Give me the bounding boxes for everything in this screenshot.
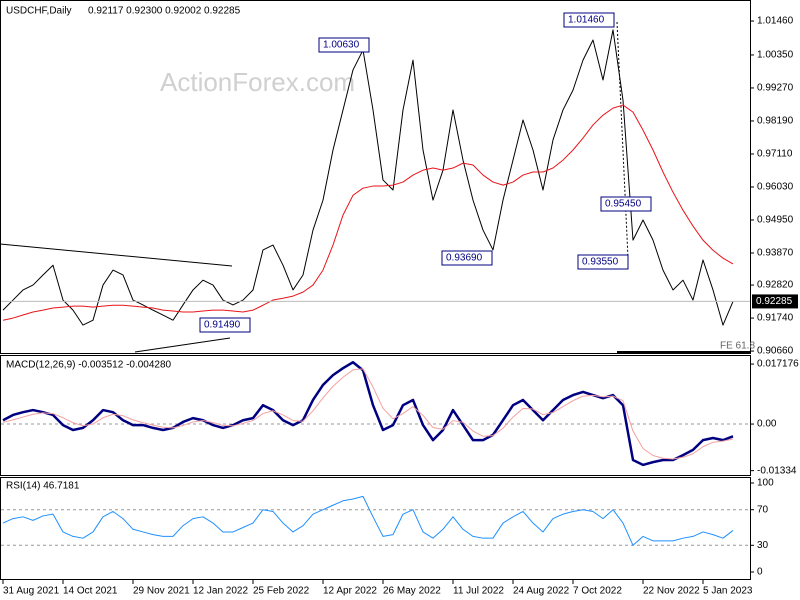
y-tick-label: 0.93870 — [757, 248, 794, 259]
x-tick-label: 29 Nov 2021 — [133, 586, 190, 597]
y-tick-label: 70 — [757, 504, 769, 515]
annotation: 1.00630 — [323, 40, 360, 51]
trend-line — [134, 337, 231, 353]
annotation: 0.91490 — [204, 320, 241, 331]
x-tick-label: 26 May 2022 — [383, 586, 441, 597]
annotation: 0.93550 — [582, 257, 619, 268]
last-price-label: 0.92285 — [756, 296, 793, 307]
annotation: 1.01460 — [568, 15, 605, 26]
x-tick-label: 12 Jan 2022 — [193, 586, 248, 597]
annotation-box — [318, 37, 370, 53]
rsi-panel — [0, 477, 751, 580]
annotation: 0.93690 — [446, 253, 483, 264]
macd-title: MACD(12,26,9) -0.003512 -0.004280 — [6, 360, 172, 371]
y-tick-label: 1.00350 — [757, 50, 794, 61]
series-line — [2, 360, 734, 467]
price-panel — [0, 0, 751, 354]
y-tick-label: 30 — [757, 540, 769, 551]
y-tick-label: 0.99270 — [757, 83, 794, 94]
rsi-title: RSI(14) 46.7181 — [6, 481, 80, 492]
chart-title: USDCHF,Daily — [6, 6, 72, 17]
x-tick-label: 12 Apr 2022 — [323, 586, 377, 597]
y-tick-label: 0.94950 — [757, 215, 794, 226]
series-line — [2, 368, 734, 460]
ohlc-text: 0.92117 0.92300 0.92002 0.92285 — [88, 6, 241, 17]
annotation-box — [577, 254, 629, 270]
y-tick-label: 0.00 — [757, 419, 777, 430]
y-tick-label: -0.01334 — [757, 465, 797, 476]
y-tick-label: 0.90660 — [757, 346, 794, 357]
y-tick-label: 0.98190 — [757, 116, 794, 127]
x-tick-label: 5 Jan 2023 — [703, 586, 753, 597]
y-tick-label: 0.92820 — [757, 280, 794, 291]
x-tick-label: 7 Oct 2022 — [573, 586, 622, 597]
macd-panel — [0, 355, 751, 476]
annotation-box — [199, 317, 251, 333]
x-tick-label: 31 Aug 2021 — [3, 586, 60, 597]
x-tick-label: 14 Oct 2021 — [63, 586, 118, 597]
series-line — [2, 495, 734, 546]
annotation-box — [441, 250, 493, 266]
x-tick-label: 25 Feb 2022 — [253, 586, 310, 597]
y-tick-label: 0.91740 — [757, 313, 794, 324]
x-tick-label: 22 Nov 2022 — [643, 586, 700, 597]
y-tick-label: 0 — [757, 567, 763, 578]
annotation: 0.95450 — [605, 199, 642, 210]
fibo-leg — [616, 21, 629, 259]
annotation-box — [563, 12, 615, 28]
y-tick-label: 0.96030 — [757, 182, 794, 193]
y-tick-label: 1.01460 — [757, 16, 794, 27]
series-line — [2, 29, 734, 326]
y-tick-label: 0.017176 — [757, 359, 799, 370]
annotation: FE 61.8 — [720, 341, 755, 352]
trend-line — [0, 243, 233, 267]
y-tick-label: 0.97110 — [757, 149, 793, 160]
annotation-box — [600, 196, 652, 212]
x-tick-label: 24 Aug 2022 — [513, 586, 570, 597]
watermark: ActionForex.com — [160, 67, 355, 97]
x-tick-label: 11 Jul 2022 — [453, 586, 504, 597]
series-line — [2, 104, 734, 321]
y-tick-label: 100 — [757, 478, 774, 489]
last-price-box — [752, 294, 798, 309]
